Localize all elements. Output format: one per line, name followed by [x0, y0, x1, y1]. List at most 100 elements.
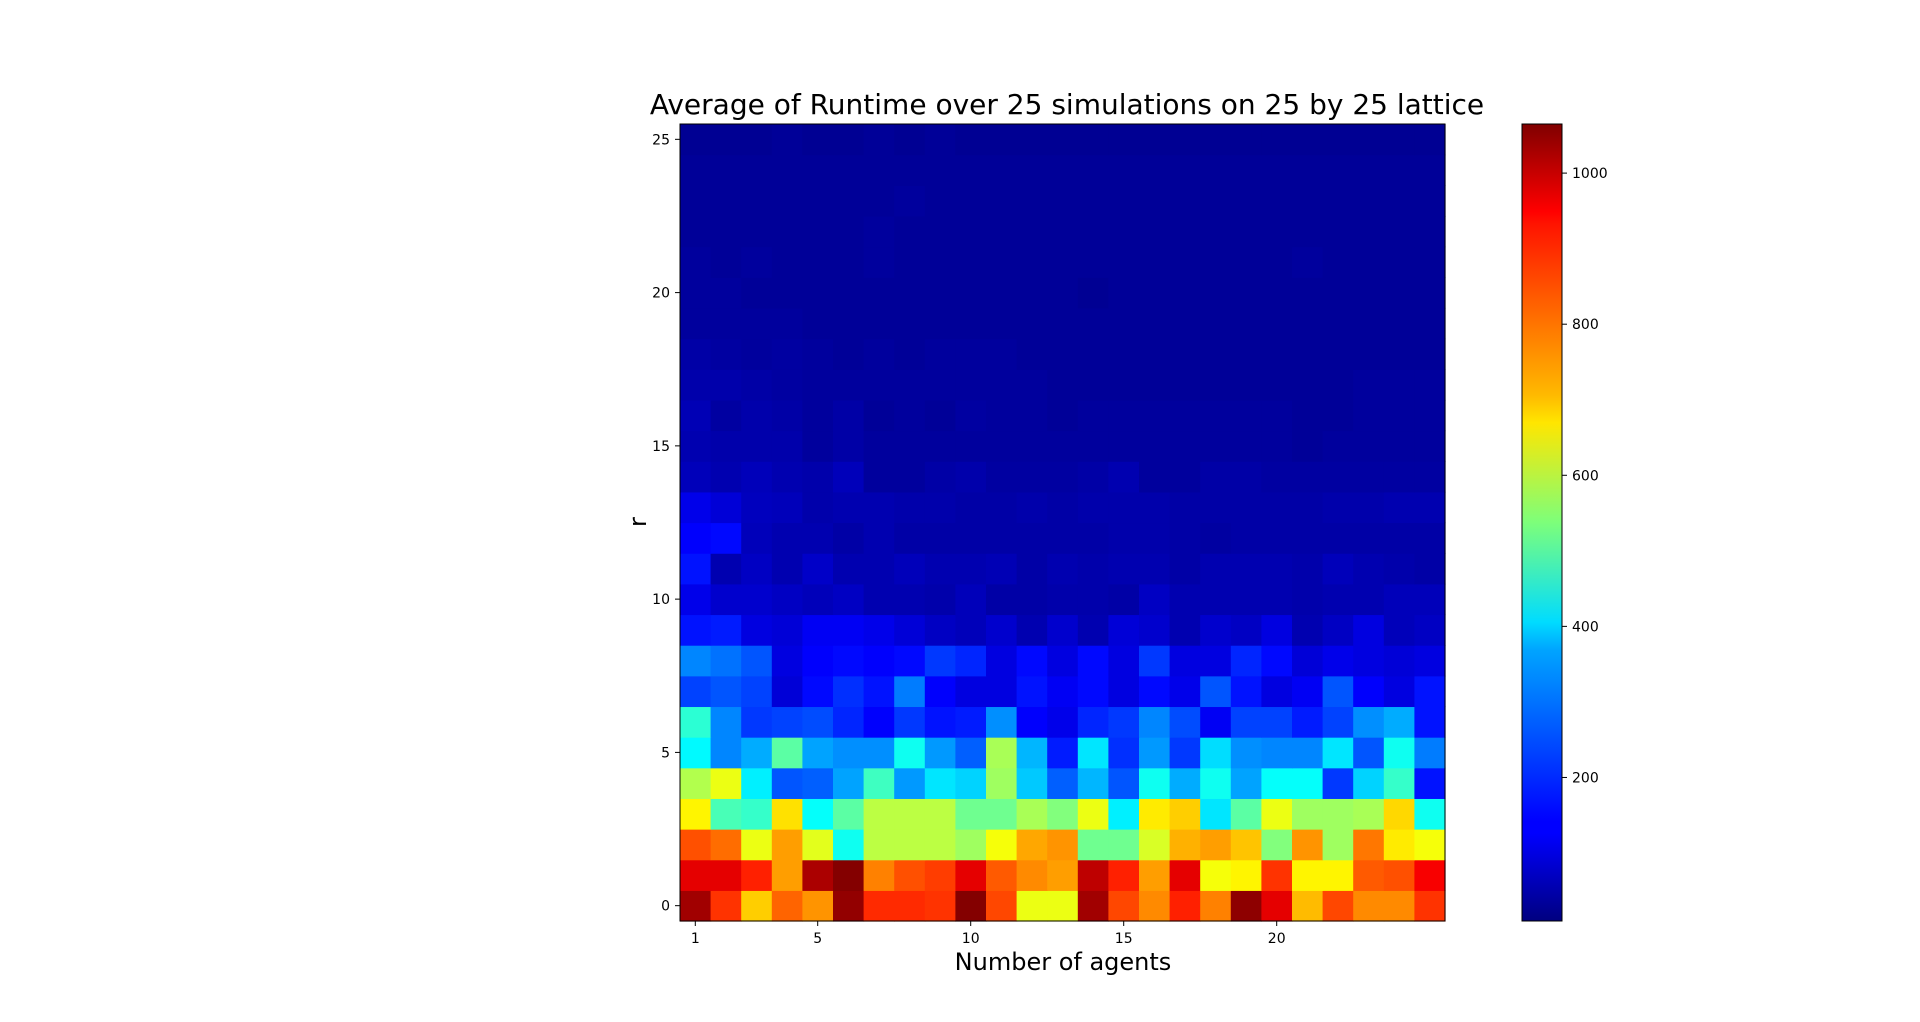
heatmap-cell	[771, 124, 803, 156]
heatmap-cell	[955, 522, 987, 554]
heatmap-cell	[680, 767, 712, 799]
heatmap-cell	[863, 829, 895, 861]
heatmap-cell	[741, 737, 773, 769]
heatmap-cell	[1230, 553, 1262, 585]
heatmap-cell	[1108, 277, 1140, 309]
heatmap-cell	[1077, 645, 1109, 677]
heatmap-cell	[894, 675, 926, 708]
heatmap-cell	[1016, 277, 1048, 309]
heatmap-cell	[1077, 859, 1109, 891]
heatmap-cell	[802, 706, 834, 738]
heatmap-cell	[1230, 369, 1262, 401]
heatmap-cell	[1077, 430, 1109, 462]
heatmap-cell	[986, 430, 1018, 462]
heatmap-cell	[1261, 675, 1293, 708]
heatmap-cell	[1383, 859, 1415, 891]
heatmap-cell	[1200, 491, 1232, 524]
heatmap-cell	[1169, 246, 1201, 278]
heatmap-cell	[680, 614, 712, 646]
x-tick-label: 5	[813, 931, 822, 947]
heatmap-cell	[680, 798, 712, 830]
heatmap-cell	[1322, 491, 1354, 524]
heatmap-cell	[986, 859, 1018, 891]
heatmap-cell	[1261, 737, 1293, 769]
heatmap-cell	[680, 124, 712, 156]
heatmap-cell	[1047, 461, 1079, 493]
y-axis: 0 5 10 15 20 25	[652, 132, 680, 915]
heatmap-cell	[1292, 737, 1324, 769]
heatmap-cell	[741, 124, 773, 156]
heatmap-cell	[863, 767, 895, 799]
heatmap-cell	[680, 706, 712, 738]
heatmap-cell	[1261, 829, 1293, 861]
heatmap-cell	[1077, 798, 1109, 830]
heatmap-cell	[1169, 369, 1201, 401]
heatmap-cell	[894, 277, 926, 309]
heatmap-cell	[1322, 737, 1354, 769]
heatmap-cell	[710, 859, 742, 891]
heatmap-cell	[1077, 890, 1109, 922]
heatmap-cell	[741, 614, 773, 646]
heatmap-cell	[710, 522, 742, 554]
heatmap-cell	[1047, 277, 1079, 309]
heatmap-cell	[1383, 307, 1415, 340]
heatmap-cell	[1230, 154, 1262, 186]
heatmap-cell	[924, 706, 956, 738]
heatmap-cell	[741, 399, 773, 432]
heatmap-cell	[1169, 645, 1201, 677]
colorbar-tick-label: 200	[1572, 770, 1599, 786]
heatmap-cell	[1353, 154, 1385, 186]
heatmap-cell	[1139, 277, 1171, 309]
heatmap-cell	[1261, 859, 1293, 891]
heatmap-cell	[1016, 522, 1048, 554]
heatmap-cell	[771, 553, 803, 585]
heatmap-cell	[802, 154, 834, 186]
heatmap-cell	[710, 583, 742, 616]
heatmap-cell	[894, 859, 926, 891]
heatmap-cell	[1230, 522, 1262, 554]
heatmap-cell	[833, 675, 865, 708]
heatmap-cell	[1077, 829, 1109, 861]
heatmap-cell	[833, 583, 865, 616]
heatmap-cell	[1261, 185, 1293, 217]
heatmap-cell	[1108, 829, 1140, 861]
heatmap-cell	[863, 737, 895, 769]
heatmap-cell	[802, 583, 834, 616]
heatmap-cell	[1077, 185, 1109, 217]
x-tick-label: 20	[1268, 931, 1286, 947]
heatmap-cell	[1200, 369, 1232, 401]
heatmap-cell	[1169, 614, 1201, 646]
heatmap-cell	[1169, 307, 1201, 340]
heatmap-cell	[894, 767, 926, 799]
heatmap-cell	[924, 369, 956, 401]
heatmap-cell	[1292, 675, 1324, 708]
heatmap-cell	[741, 645, 773, 677]
heatmap-cell	[771, 461, 803, 493]
colorbar-tick-label: 1000	[1572, 166, 1608, 182]
heatmap-cell	[741, 829, 773, 861]
heatmap-cell	[1322, 430, 1354, 462]
heatmap-cell	[802, 399, 834, 432]
heatmap-cell	[710, 645, 742, 677]
heatmap-cell	[1261, 154, 1293, 186]
heatmap-cell	[1230, 461, 1262, 493]
heatmap-cell	[1077, 124, 1109, 156]
heatmap-cell	[1077, 614, 1109, 646]
heatmap-cell	[1353, 246, 1385, 278]
heatmap-cell	[955, 798, 987, 830]
heatmap-cell	[1353, 277, 1385, 309]
heatmap-cell	[680, 461, 712, 493]
heatmap-cell	[1077, 461, 1109, 493]
heatmap-cell	[1200, 798, 1232, 830]
heatmap-cell	[1322, 185, 1354, 217]
heatmap-cell	[833, 645, 865, 677]
heatmap-cell	[1077, 277, 1109, 309]
heatmap-cell	[771, 859, 803, 891]
heatmap-cell	[924, 399, 956, 432]
heatmap-cell	[894, 583, 926, 616]
heatmap-cell	[1016, 553, 1048, 585]
heatmap-cell	[1047, 215, 1079, 248]
heatmap-cell	[1047, 583, 1079, 616]
heatmap-cell	[1292, 338, 1324, 370]
heatmap-cell	[1169, 430, 1201, 462]
